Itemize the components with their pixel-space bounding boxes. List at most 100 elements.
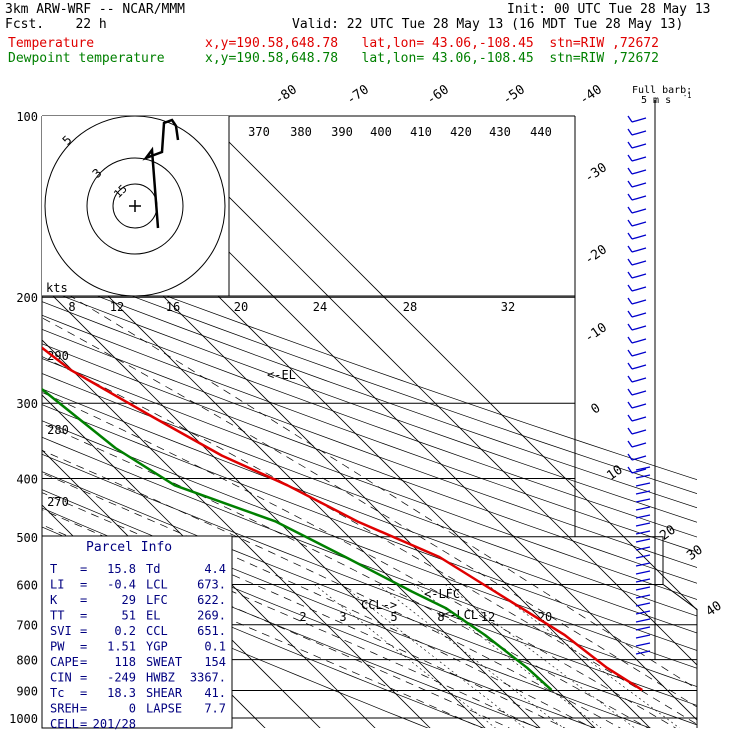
parcel-key: HWBZ (146, 671, 175, 685)
wind-barb (627, 219, 633, 227)
barb-legend-title: Full barb: (632, 85, 692, 96)
lfc-label: <-LFC (424, 587, 460, 601)
wind-barb (631, 234, 647, 240)
wind-barb (627, 401, 633, 409)
hodograph-trace (142, 118, 180, 229)
wind-barb (631, 247, 647, 253)
parcel-key: LAPSE (146, 702, 182, 716)
parcel-key: LFC (146, 593, 168, 607)
wind-barb (627, 193, 633, 201)
parcel-equals: = (80, 562, 87, 576)
pressure-tick-label: 100 (16, 110, 38, 124)
parcel-key: CCL (146, 624, 168, 638)
isotherm (42, 229, 541, 728)
dewpoint-location: x,y=190.58,648.78 lat,lon= 43.06,-108.45… (205, 51, 659, 66)
parcel-value: -0.4 (107, 578, 136, 592)
isotherm-label: -70 (344, 82, 372, 108)
parcel-value: 7.7 (204, 702, 226, 716)
parcel-key: SVI (50, 624, 72, 638)
parcel-value: 0.1 (204, 640, 226, 654)
speed-axis-label: 24 (313, 300, 327, 314)
dry-adiabat (42, 261, 697, 494)
isotherm-label: 40 (703, 598, 724, 619)
pressure-tick-label: 600 (16, 578, 38, 592)
wind-barb (635, 554, 651, 559)
parcel-key: Td (146, 562, 160, 576)
wind-barb (627, 167, 633, 175)
dry-adiabat (42, 274, 697, 509)
wind-barb (627, 206, 633, 214)
parcel-key: T (50, 562, 57, 576)
parcel-value: 29 (122, 593, 136, 607)
wind-barb (635, 506, 651, 511)
parcel-value: 651. (197, 624, 226, 638)
wind-barb (627, 284, 633, 292)
mixing-ratio-label: 2 (299, 610, 306, 624)
wind-barb (631, 195, 647, 201)
mixing-ratio-label: 12 (481, 610, 495, 624)
sounding-series (42, 346, 643, 692)
dry-adiabat (42, 248, 697, 481)
wind-barb (631, 260, 647, 266)
parcel-equals: = (80, 655, 87, 669)
dry-adiabat (42, 373, 697, 617)
wind-barb (627, 427, 633, 435)
speed-axis-label: 16 (166, 300, 180, 314)
isotherm-label: -20 (582, 242, 610, 268)
temperature-line (42, 346, 643, 692)
theta-label: 430 (489, 125, 511, 139)
isotherm-label: 10 (604, 462, 625, 483)
parcel-key: SWEAT (146, 655, 182, 669)
parcel-key: LI (50, 578, 64, 592)
mixing-ratio-label: 5 (390, 610, 397, 624)
speed-axis-label: 8 (68, 300, 75, 314)
wind-barb (635, 530, 651, 535)
parcel-key: LCL (146, 578, 168, 592)
wind-barb (631, 143, 647, 149)
isotherm (202, 116, 697, 611)
mixing-ratio-line (444, 584, 636, 728)
valid-time: Valid: 22 UTC Tue 28 May 13 (16 MDT Tue … (292, 17, 684, 32)
parcel-info-title: Parcel Info (86, 540, 172, 555)
forecast-hour: Fcst. 22 h (5, 17, 107, 32)
parcel-key: CELL (50, 717, 79, 731)
mixing-ratio-line (413, 584, 602, 728)
parcel-value: 18.3 (107, 686, 136, 700)
model-title: 3km ARW-WRF -- NCAR/MMM (5, 2, 186, 17)
parcel-value: 4.4 (204, 562, 226, 576)
parcel-equals: = (80, 702, 87, 716)
theta-label: 410 (410, 125, 432, 139)
isotherm-label: 20 (657, 522, 678, 543)
wind-barb (635, 642, 651, 647)
theta-label: 390 (331, 125, 353, 139)
wind-barb (635, 570, 651, 575)
ccl-label: CCL-> (361, 598, 397, 612)
pressure-tick-label: 800 (16, 654, 38, 668)
dry-adiabat (42, 404, 697, 651)
wind-barb (631, 338, 647, 344)
dry-adiabat (42, 436, 697, 688)
wind-barb (631, 416, 647, 422)
dry-adiabat (42, 388, 697, 634)
wind-barb (627, 440, 633, 448)
isotherm-label: -50 (500, 82, 528, 108)
wind-barb (627, 414, 633, 422)
speed-axis-label: 28 (403, 300, 417, 314)
wind-barb (627, 310, 633, 318)
wind-barb (635, 610, 651, 615)
wind-barb (627, 336, 633, 344)
wind-barb (627, 466, 633, 474)
isotherm-label: -10 (582, 320, 610, 346)
wind-barb (627, 115, 633, 123)
speed-axis-label: 32 (501, 300, 515, 314)
wind-barb (635, 650, 651, 655)
wind-barb (631, 117, 647, 123)
theta-label: 280 (47, 423, 69, 437)
wind-barb (631, 455, 647, 461)
wind-barb (635, 482, 651, 487)
temperature-location: x,y=190.58,648.78 lat,lon= 43.06,-108.45… (205, 36, 659, 51)
isotherm-label: 0 (588, 401, 603, 418)
wind-barb (635, 594, 651, 599)
wind-barb (627, 388, 633, 396)
plot-right-edge-lower (575, 536, 698, 728)
